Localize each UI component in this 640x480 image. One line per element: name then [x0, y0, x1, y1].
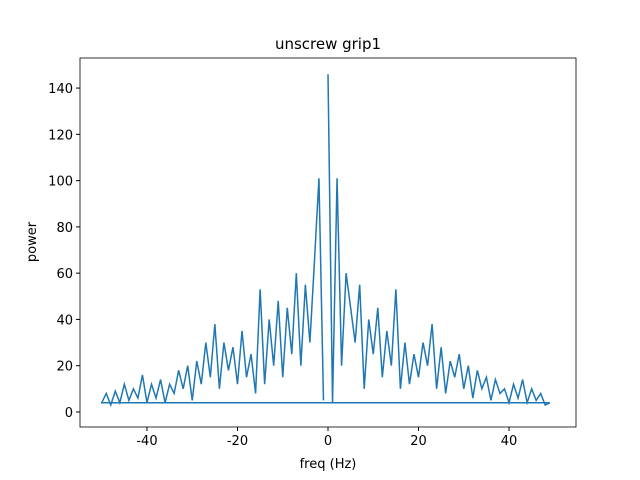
y-tick-label: 80: [56, 221, 73, 236]
y-tick-label: 120: [48, 128, 73, 143]
y-tick-label: 140: [48, 82, 73, 97]
y-tick-label: 40: [56, 313, 73, 328]
x-tick-label: 20: [410, 434, 427, 449]
y-tick-label: 100: [48, 175, 73, 190]
line: [100, 74, 551, 408]
y-tick-label: 60: [56, 267, 73, 282]
y-axis-label: power: [25, 221, 40, 262]
y-tick-label: 0: [65, 406, 73, 421]
x-tick-label: -20: [227, 434, 248, 449]
x-tick-label: -40: [136, 434, 157, 449]
x-axis-label: freq (Hz): [300, 457, 357, 472]
x-tick-label: 0: [324, 434, 332, 449]
plot-frame: [79, 57, 577, 428]
chart-title: unscrew grip1: [275, 35, 381, 53]
y-tick-label: 20: [56, 360, 73, 375]
x-tick-label: 40: [501, 434, 518, 449]
